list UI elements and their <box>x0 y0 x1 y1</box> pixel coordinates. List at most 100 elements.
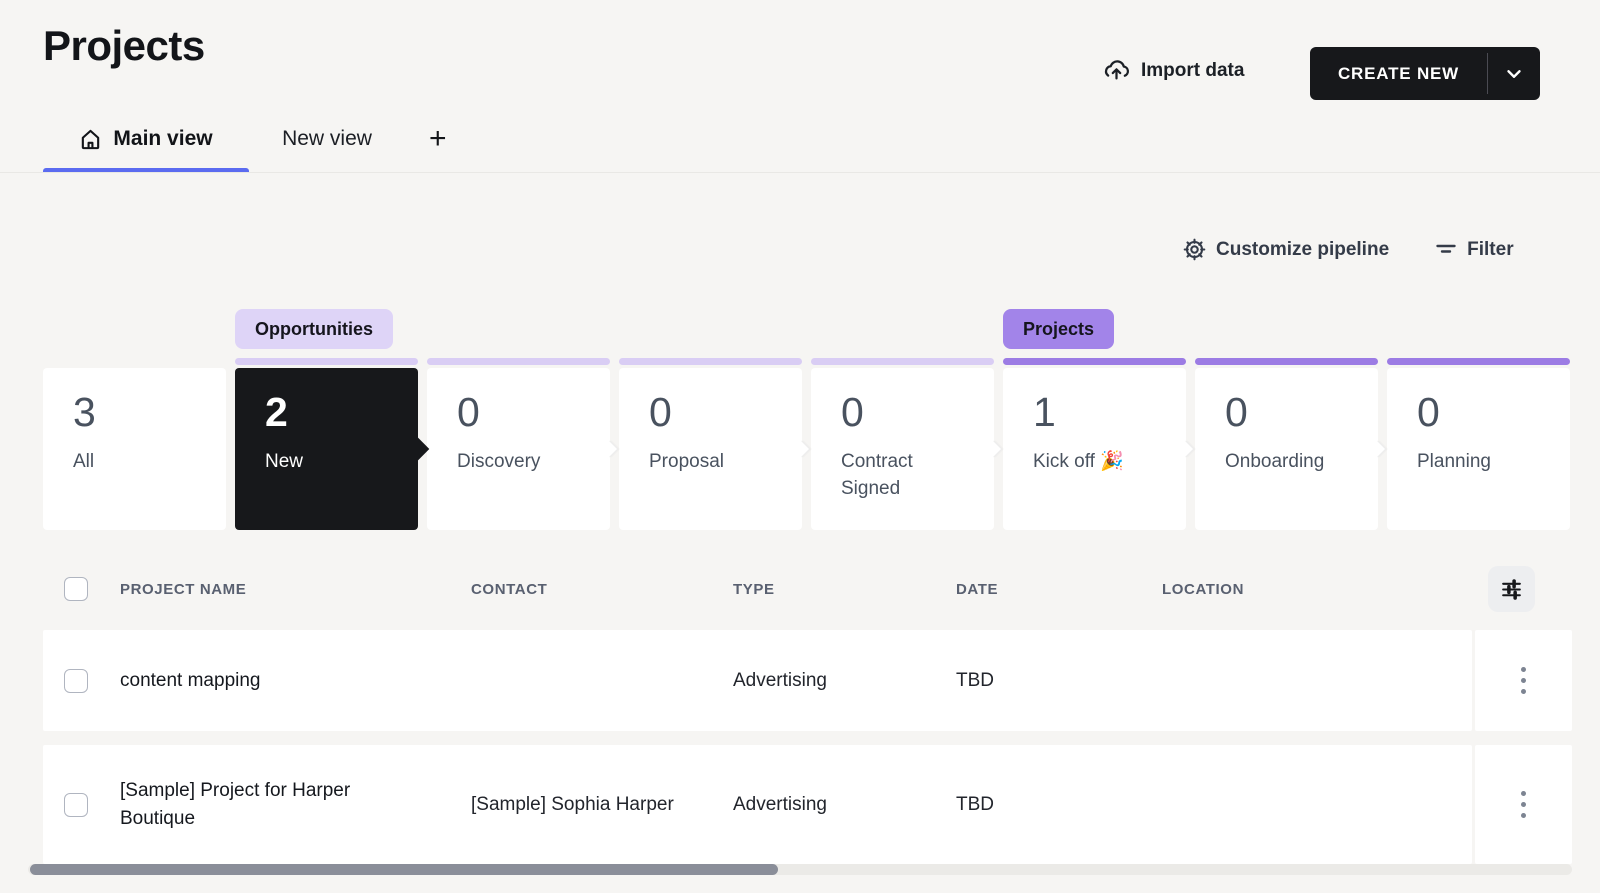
pipeline-toolbar: Customize pipeline Filter <box>1182 237 1514 262</box>
cell-project-name: content mapping <box>120 669 261 691</box>
pipeline: Opportunities Projects 3 All 2 New <box>43 309 1573 530</box>
column-header-location: LOCATION <box>1162 580 1245 598</box>
opportunities-group-badge: Opportunities <box>235 309 393 349</box>
create-new-label[interactable]: CREATE NEW <box>1337 63 1459 83</box>
row-actions-button[interactable] <box>1475 745 1572 864</box>
cell-contact: [Sample] Sophia Harper <box>471 793 674 815</box>
stage-count: 0 <box>1417 389 1440 435</box>
filter-icon <box>1434 238 1458 262</box>
stage-label: New <box>265 451 304 472</box>
stage-arrow-icon <box>1177 440 1195 458</box>
cell-type: Advertising <box>733 793 827 815</box>
stage-label: All <box>73 451 95 472</box>
stage-count: 0 <box>841 389 864 435</box>
stage-arrow-icon <box>601 440 619 458</box>
import-data-button[interactable]: Import data <box>1103 57 1244 84</box>
stage-label: Discovery <box>457 451 541 472</box>
create-new-dropdown-toggle[interactable] <box>1488 47 1540 100</box>
stage-card[interactable]: 0 Planning <box>1387 368 1570 530</box>
stage-strip <box>1195 358 1378 365</box>
stage-arrow-icon <box>406 437 430 461</box>
table-row[interactable]: [Sample] Project for Harper Boutique [Sa… <box>43 745 1472 864</box>
horizontal-scrollbar-track <box>28 864 1572 875</box>
stage-label: Kick off 🎉 <box>1033 451 1124 472</box>
kebab-menu-icon <box>1521 667 1526 694</box>
stage-planning[interactable]: 0 Planning <box>1387 358 1570 530</box>
stage-label: Contract Signed <box>841 451 913 499</box>
stage-card[interactable]: 0 Proposal <box>619 368 811 530</box>
stage-card[interactable]: 3 All <box>43 368 226 530</box>
stage-strip <box>811 358 994 365</box>
stage-label: Proposal <box>649 451 724 472</box>
home-icon <box>79 128 102 151</box>
row-checkbox[interactable] <box>64 792 88 817</box>
kebab-menu-icon <box>1521 791 1526 818</box>
pipeline-group-badges: Opportunities Projects <box>43 309 1573 349</box>
column-settings-button[interactable] <box>1488 566 1535 612</box>
select-all-checkbox[interactable] <box>64 577 88 601</box>
stage-proposal[interactable]: 0 Proposal <box>619 358 811 530</box>
filter-label: Filter <box>1467 238 1514 260</box>
stage-arrow-icon <box>1369 440 1387 458</box>
stage-card-selected[interactable]: 2 New <box>235 368 430 530</box>
stage-count: 0 <box>457 389 480 435</box>
stage-discovery[interactable]: 0 Discovery <box>427 358 619 530</box>
stage-strip <box>1387 358 1570 365</box>
column-header-type: TYPE <box>733 580 775 598</box>
stage-card[interactable]: 1 Kick off 🎉 <box>1003 368 1195 530</box>
pipeline-stages: 3 All 2 New 0 Discovery <box>43 358 1573 530</box>
stage-count: 2 <box>265 389 288 435</box>
row-actions-button[interactable] <box>1475 630 1572 731</box>
stage-arrow-icon <box>793 440 811 458</box>
stage-count: 3 <box>73 389 96 435</box>
create-new-button[interactable]: CREATE NEW <box>1310 47 1540 100</box>
stage-card[interactable]: 0 Discovery <box>427 368 619 530</box>
table-header: PROJECT NAME CONTACT TYPE DATE LOCATION <box>43 565 1472 613</box>
stage-strip <box>619 358 802 365</box>
stage-strip <box>235 358 418 365</box>
stage-new[interactable]: 2 New <box>235 358 430 530</box>
header-divider <box>0 172 1600 173</box>
sliders-icon <box>1499 577 1524 602</box>
cell-date: TBD <box>956 793 994 815</box>
chevron-down-icon <box>1503 63 1525 85</box>
stage-card[interactable]: 0 Onboarding <box>1195 368 1387 530</box>
projects-group-badge: Projects <box>1003 309 1115 349</box>
filter-button[interactable]: Filter <box>1434 238 1514 262</box>
stage-label: Onboarding <box>1225 451 1325 472</box>
add-view-button[interactable]: + <box>429 122 447 155</box>
gear-icon <box>1182 237 1207 262</box>
tab-new-view[interactable]: New view <box>261 106 393 172</box>
tab-new-view-label: New view <box>282 127 372 150</box>
stage-strip <box>43 358 226 365</box>
tab-main-view[interactable]: Main view <box>43 106 249 173</box>
horizontal-scrollbar-thumb[interactable] <box>30 864 778 875</box>
cell-date: TBD <box>956 669 994 691</box>
column-header-contact: CONTACT <box>471 580 548 598</box>
stage-count: 1 <box>1033 389 1056 435</box>
stage-strip <box>427 358 610 365</box>
active-tab-indicator <box>43 168 249 173</box>
tab-main-view-label: Main view <box>113 127 213 150</box>
page-title: Projects <box>43 22 205 69</box>
stage-card[interactable]: 0 Contract Signed <box>811 368 1003 530</box>
stage-arrow-icon <box>985 440 1003 458</box>
column-header-project-name: PROJECT NAME <box>120 580 247 598</box>
stage-count: 0 <box>649 389 672 435</box>
column-header-date: DATE <box>956 580 999 598</box>
import-data-label: Import data <box>1141 59 1245 81</box>
stage-contract-signed[interactable]: 0 Contract Signed <box>811 358 1003 530</box>
stage-all[interactable]: 3 All <box>43 358 226 530</box>
customize-pipeline-button[interactable]: Customize pipeline <box>1182 237 1389 262</box>
stage-onboarding[interactable]: 0 Onboarding <box>1195 358 1387 530</box>
cloud-upload-icon <box>1103 57 1130 84</box>
stage-count: 0 <box>1225 389 1248 435</box>
row-checkbox[interactable] <box>64 668 88 693</box>
stage-kick-off[interactable]: 1 Kick off 🎉 <box>1003 358 1195 530</box>
button-divider <box>1487 53 1488 94</box>
cell-type: Advertising <box>733 669 827 691</box>
customize-pipeline-label: Customize pipeline <box>1216 238 1390 260</box>
stage-strip <box>1003 358 1186 365</box>
table-row[interactable]: content mapping Advertising TBD <box>43 630 1472 731</box>
